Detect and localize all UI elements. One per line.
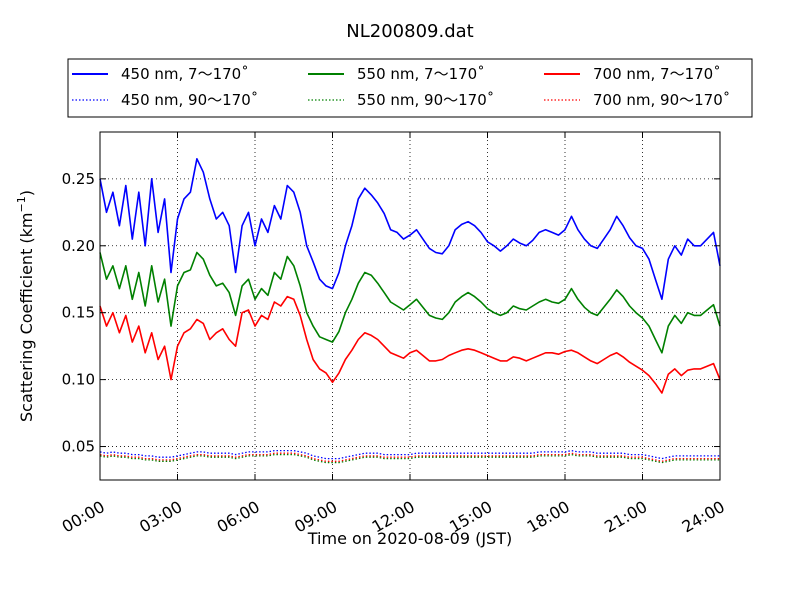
y-axis-label-sup: −1 xyxy=(15,196,28,212)
y-axis-label: Scattering Coefficient (km−1) xyxy=(15,190,36,422)
y-tick-label: 0.10 xyxy=(62,371,95,389)
legend-label: 700 nm, 90～170˚ xyxy=(593,91,730,109)
legend-label: 450 nm, 90～170˚ xyxy=(121,91,258,109)
legend-label: 450 nm, 7～170˚ xyxy=(121,65,249,83)
legend-label: 550 nm, 90～170˚ xyxy=(357,91,494,109)
legend: 450 nm, 7～170˚ 450 nm, 90～170˚ 550 nm, 7～1… xyxy=(67,58,753,118)
series-line-1 xyxy=(99,158,721,301)
y-tick-label: 0.20 xyxy=(62,237,95,255)
y-tick-label: 0.05 xyxy=(62,438,95,456)
y-tick-label: 0.25 xyxy=(62,170,95,188)
series-layer xyxy=(99,158,721,464)
legend-label: 700 nm, 7～170˚ xyxy=(593,65,721,83)
y-axis-label-main: Scattering Coefficient (km xyxy=(17,212,36,422)
legend-label: 550 nm, 7～170˚ xyxy=(357,65,485,83)
series-line-3 xyxy=(99,295,721,394)
y-axis-label-close: ) xyxy=(17,190,36,196)
y-tick-label: 0.15 xyxy=(62,304,95,322)
chart-title: NL200809.dat xyxy=(346,21,473,42)
series-line-2 xyxy=(99,251,721,354)
x-axis-label: Time on 2020-08-09 (JST) xyxy=(307,529,512,548)
legend-box xyxy=(67,58,753,118)
grid xyxy=(100,132,720,480)
